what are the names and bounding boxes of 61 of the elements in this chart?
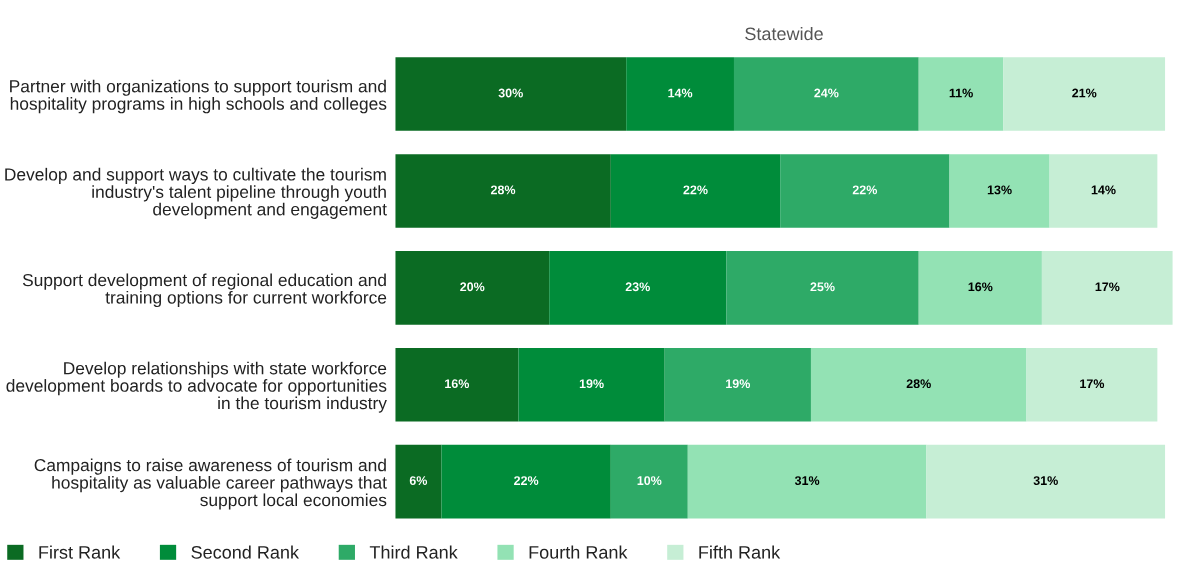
data-label: 22% [852, 185, 878, 195]
data-label: 19% [726, 379, 751, 389]
legend-label: Third Rank [369, 545, 458, 559]
bar [395, 347, 519, 422]
bar [395, 154, 611, 228]
data-label: 25% [810, 282, 835, 292]
bar [926, 444, 1166, 519]
bar [664, 347, 811, 422]
data-label: 30% [498, 88, 523, 98]
data-label: 13% [987, 185, 1012, 195]
data-label: 22% [514, 476, 539, 485]
bar [549, 251, 727, 325]
data-label: 6% [409, 476, 428, 486]
data-label: 22% [683, 185, 708, 195]
data-label: 11% [949, 88, 973, 98]
bar [918, 57, 1004, 131]
bar [610, 444, 688, 519]
y-tick-label: Support development of regional education and training options for current workforce [22, 273, 387, 308]
bar [726, 251, 919, 325]
data-label: 31% [794, 476, 820, 486]
data-label: 10% [637, 476, 662, 486]
chart-title: Statewide [745, 26, 823, 41]
bar [810, 347, 1027, 422]
bar [441, 444, 611, 519]
legend-label: Fifth Rank [699, 545, 781, 559]
bar [1003, 57, 1166, 131]
bar [918, 251, 1042, 325]
data-label: 14% [1091, 185, 1116, 195]
data-label: 31% [1033, 476, 1058, 486]
bar [395, 444, 442, 519]
data-label: 23% [625, 282, 650, 292]
data-label: 19% [579, 379, 604, 389]
data-label: 28% [906, 379, 931, 389]
bar [1041, 251, 1173, 325]
bar [687, 444, 927, 519]
data-label: 21% [1072, 88, 1097, 98]
data-label: 16% [445, 379, 470, 389]
y-tick-label: Develop and support ways to cultivate the tourism industry's talent pipeline through youth development and engagement [5, 167, 387, 219]
data-label: 24% [814, 88, 839, 98]
y-tick-label: Partner with organizations to support tourism and hospitality programs in high schools and colleges [10, 79, 387, 114]
data-label: 20% [460, 282, 485, 292]
data-label: 16% [968, 282, 993, 292]
bar [518, 347, 665, 422]
bar [1049, 154, 1158, 228]
bar [395, 57, 627, 131]
y-tick-label: Campaigns to raise awareness of tourism and hospitality as valuable career pathways that support local economies [34, 458, 387, 510]
bar [395, 251, 550, 325]
data-label: 17% [1080, 379, 1105, 389]
bar [949, 154, 1050, 228]
bar [1026, 347, 1158, 422]
bar [780, 154, 950, 228]
data-label: 28% [490, 185, 516, 195]
data-label: 17% [1095, 282, 1120, 292]
bar [610, 154, 781, 228]
legend-label: Second Rank [191, 545, 300, 559]
legend-label: Fourth Rank [529, 545, 628, 559]
legend-label: First Rank [39, 545, 121, 559]
y-tick-label: Develop relationships with state workforce development boards to advocate for opportunities in the tourism industry [6, 361, 387, 413]
data-label: 14% [668, 88, 693, 98]
bar [626, 57, 734, 131]
bar [733, 57, 919, 131]
